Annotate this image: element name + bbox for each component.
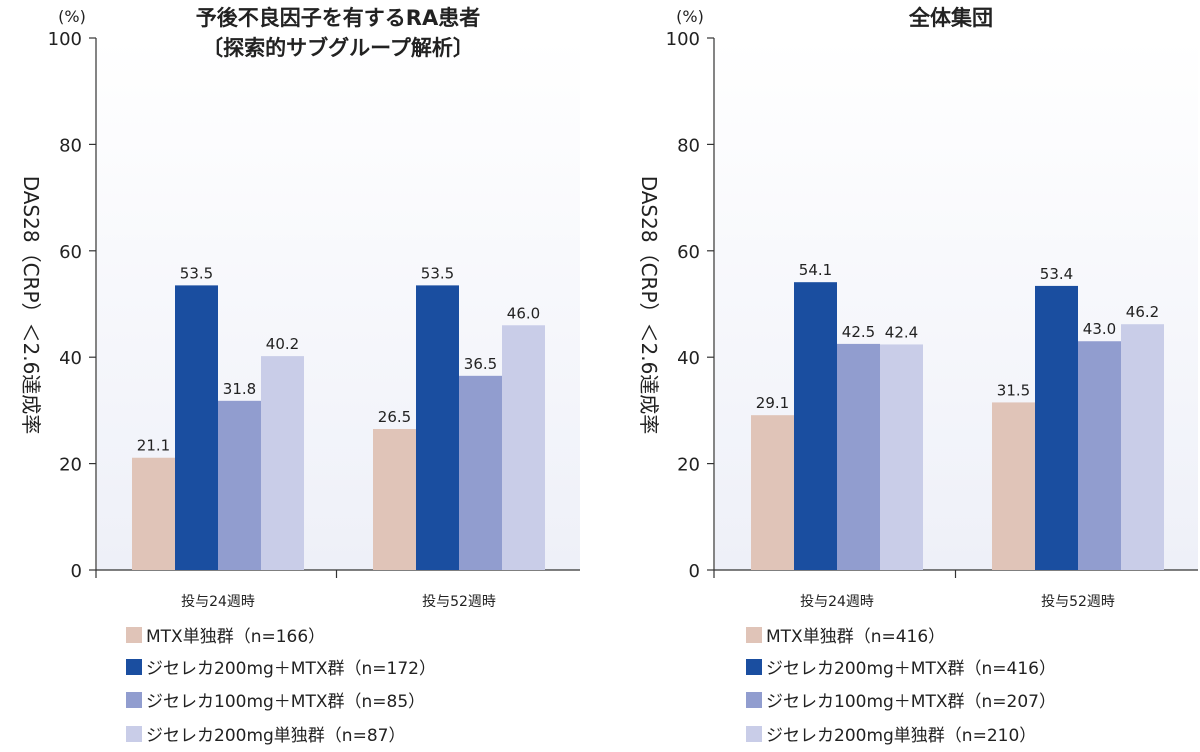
legend-swatch (746, 692, 762, 708)
y-tick-label: 20 (677, 455, 700, 476)
bar-jyseleca200_mtx (175, 285, 218, 570)
x-category-label: 投与52週時 (422, 594, 496, 610)
y-tick-label: 80 (59, 135, 82, 156)
y-tick-label: 60 (59, 242, 82, 263)
bar-value-label: 46.2 (1126, 303, 1159, 321)
y-axis-unit: (%) (58, 7, 86, 26)
bar-value-label: 26.5 (378, 408, 411, 426)
chart-title: 予後不良因子を有するRA患者 (196, 6, 480, 30)
bar-jyseleca200_mtx (1035, 285, 1078, 570)
bar-mtx (751, 415, 794, 570)
legend-swatch (126, 726, 142, 742)
bar-value-label: 42.4 (885, 323, 918, 341)
legend-swatch (126, 692, 142, 708)
bar-value-label: 53.5 (180, 264, 213, 282)
y-tick-label: 40 (59, 348, 82, 369)
bar-value-label: 43.0 (1083, 320, 1116, 338)
bar-value-label: 31.5 (997, 381, 1030, 399)
legend-label: ジセレカ200mg単独群（n=210） (766, 726, 1036, 746)
bar-value-label: 31.8 (223, 380, 256, 398)
y-tick-label: 20 (59, 455, 82, 476)
bar-mtx (992, 402, 1035, 570)
y-axis-title: DAS28（CRP）＜2.6達成率 (19, 176, 43, 435)
bar-value-label: 42.5 (842, 323, 875, 341)
bar-jyseleca200_mtx (416, 285, 459, 570)
x-category-label: 投与24週時 (800, 594, 874, 610)
bar-jyseleca100_mtx (459, 375, 502, 570)
y-tick-label: 0 (71, 561, 82, 582)
legend-label: MTX単独群（n=416） (766, 627, 945, 647)
bar-value-label: 29.1 (756, 394, 789, 412)
bar-jyseleca100_mtx (218, 400, 261, 570)
bar-value-label: 40.2 (266, 335, 299, 353)
bar-value-label: 46.0 (507, 304, 540, 322)
y-tick-label: 80 (677, 135, 700, 156)
legend-swatch (746, 726, 762, 742)
legend-label: ジセレカ100mg＋MTX群（n=207） (766, 692, 1056, 712)
legend-label: MTX単独群（n=166） (146, 627, 325, 647)
y-tick-label: 60 (677, 242, 700, 263)
x-category-label: 投与24週時 (181, 594, 255, 610)
bar-value-label: 36.5 (464, 355, 497, 373)
bar-jyseleca200_mono (261, 356, 304, 570)
legend-label: ジセレカ100mg＋MTX群（n=85） (146, 692, 425, 712)
y-tick-label: 40 (677, 348, 700, 369)
legend-swatch (126, 627, 142, 643)
y-tick-label: 0 (689, 561, 700, 582)
chart-title: 〔探索的サブグループ解析〕 (202, 36, 474, 60)
bar-jyseleca200_mono (1121, 324, 1164, 570)
legend-swatch (746, 659, 762, 675)
bar-jyseleca100_mtx (837, 343, 880, 570)
legend-label: ジセレカ200mg単独群（n=87） (146, 726, 405, 746)
bar-jyseleca100_mtx (1078, 341, 1121, 570)
legend-label: ジセレカ200mg＋MTX群（n=416） (766, 659, 1056, 679)
y-axis-unit: (%) (676, 7, 704, 26)
y-axis-title: DAS28（CRP）＜2.6達成率 (637, 176, 661, 435)
legend-swatch (746, 627, 762, 643)
bar-mtx (373, 429, 416, 570)
bar-value-label: 53.5 (421, 264, 454, 282)
bar-jyseleca200_mtx (794, 282, 837, 570)
x-category-label: 投与52週時 (1041, 594, 1115, 610)
legend-label: ジセレカ200mg＋MTX群（n=172） (146, 659, 436, 679)
y-tick-label: 100 (666, 29, 700, 50)
bar-mtx (132, 457, 175, 570)
chart-title: 全体集団 (908, 6, 993, 30)
y-tick-label: 100 (48, 29, 82, 50)
chart-panel-1: 予後不良因子を有するRA患者〔探索的サブグループ解析〕 (%) 0 20 40 60 80 1… (19, 6, 580, 746)
legend-swatch (126, 659, 142, 675)
bar-value-label: 54.1 (799, 261, 832, 279)
bar-value-label: 53.4 (1040, 265, 1073, 283)
bar-jyseleca200_mono (880, 344, 923, 570)
bar-jyseleca200_mono (502, 325, 545, 570)
bar-value-label: 21.1 (137, 437, 170, 455)
chart-panel-2: 全体集団 (%) 0 20 40 60 80 100 投与24週時 投与52週時 29.1 31.5 5… (637, 6, 1198, 746)
